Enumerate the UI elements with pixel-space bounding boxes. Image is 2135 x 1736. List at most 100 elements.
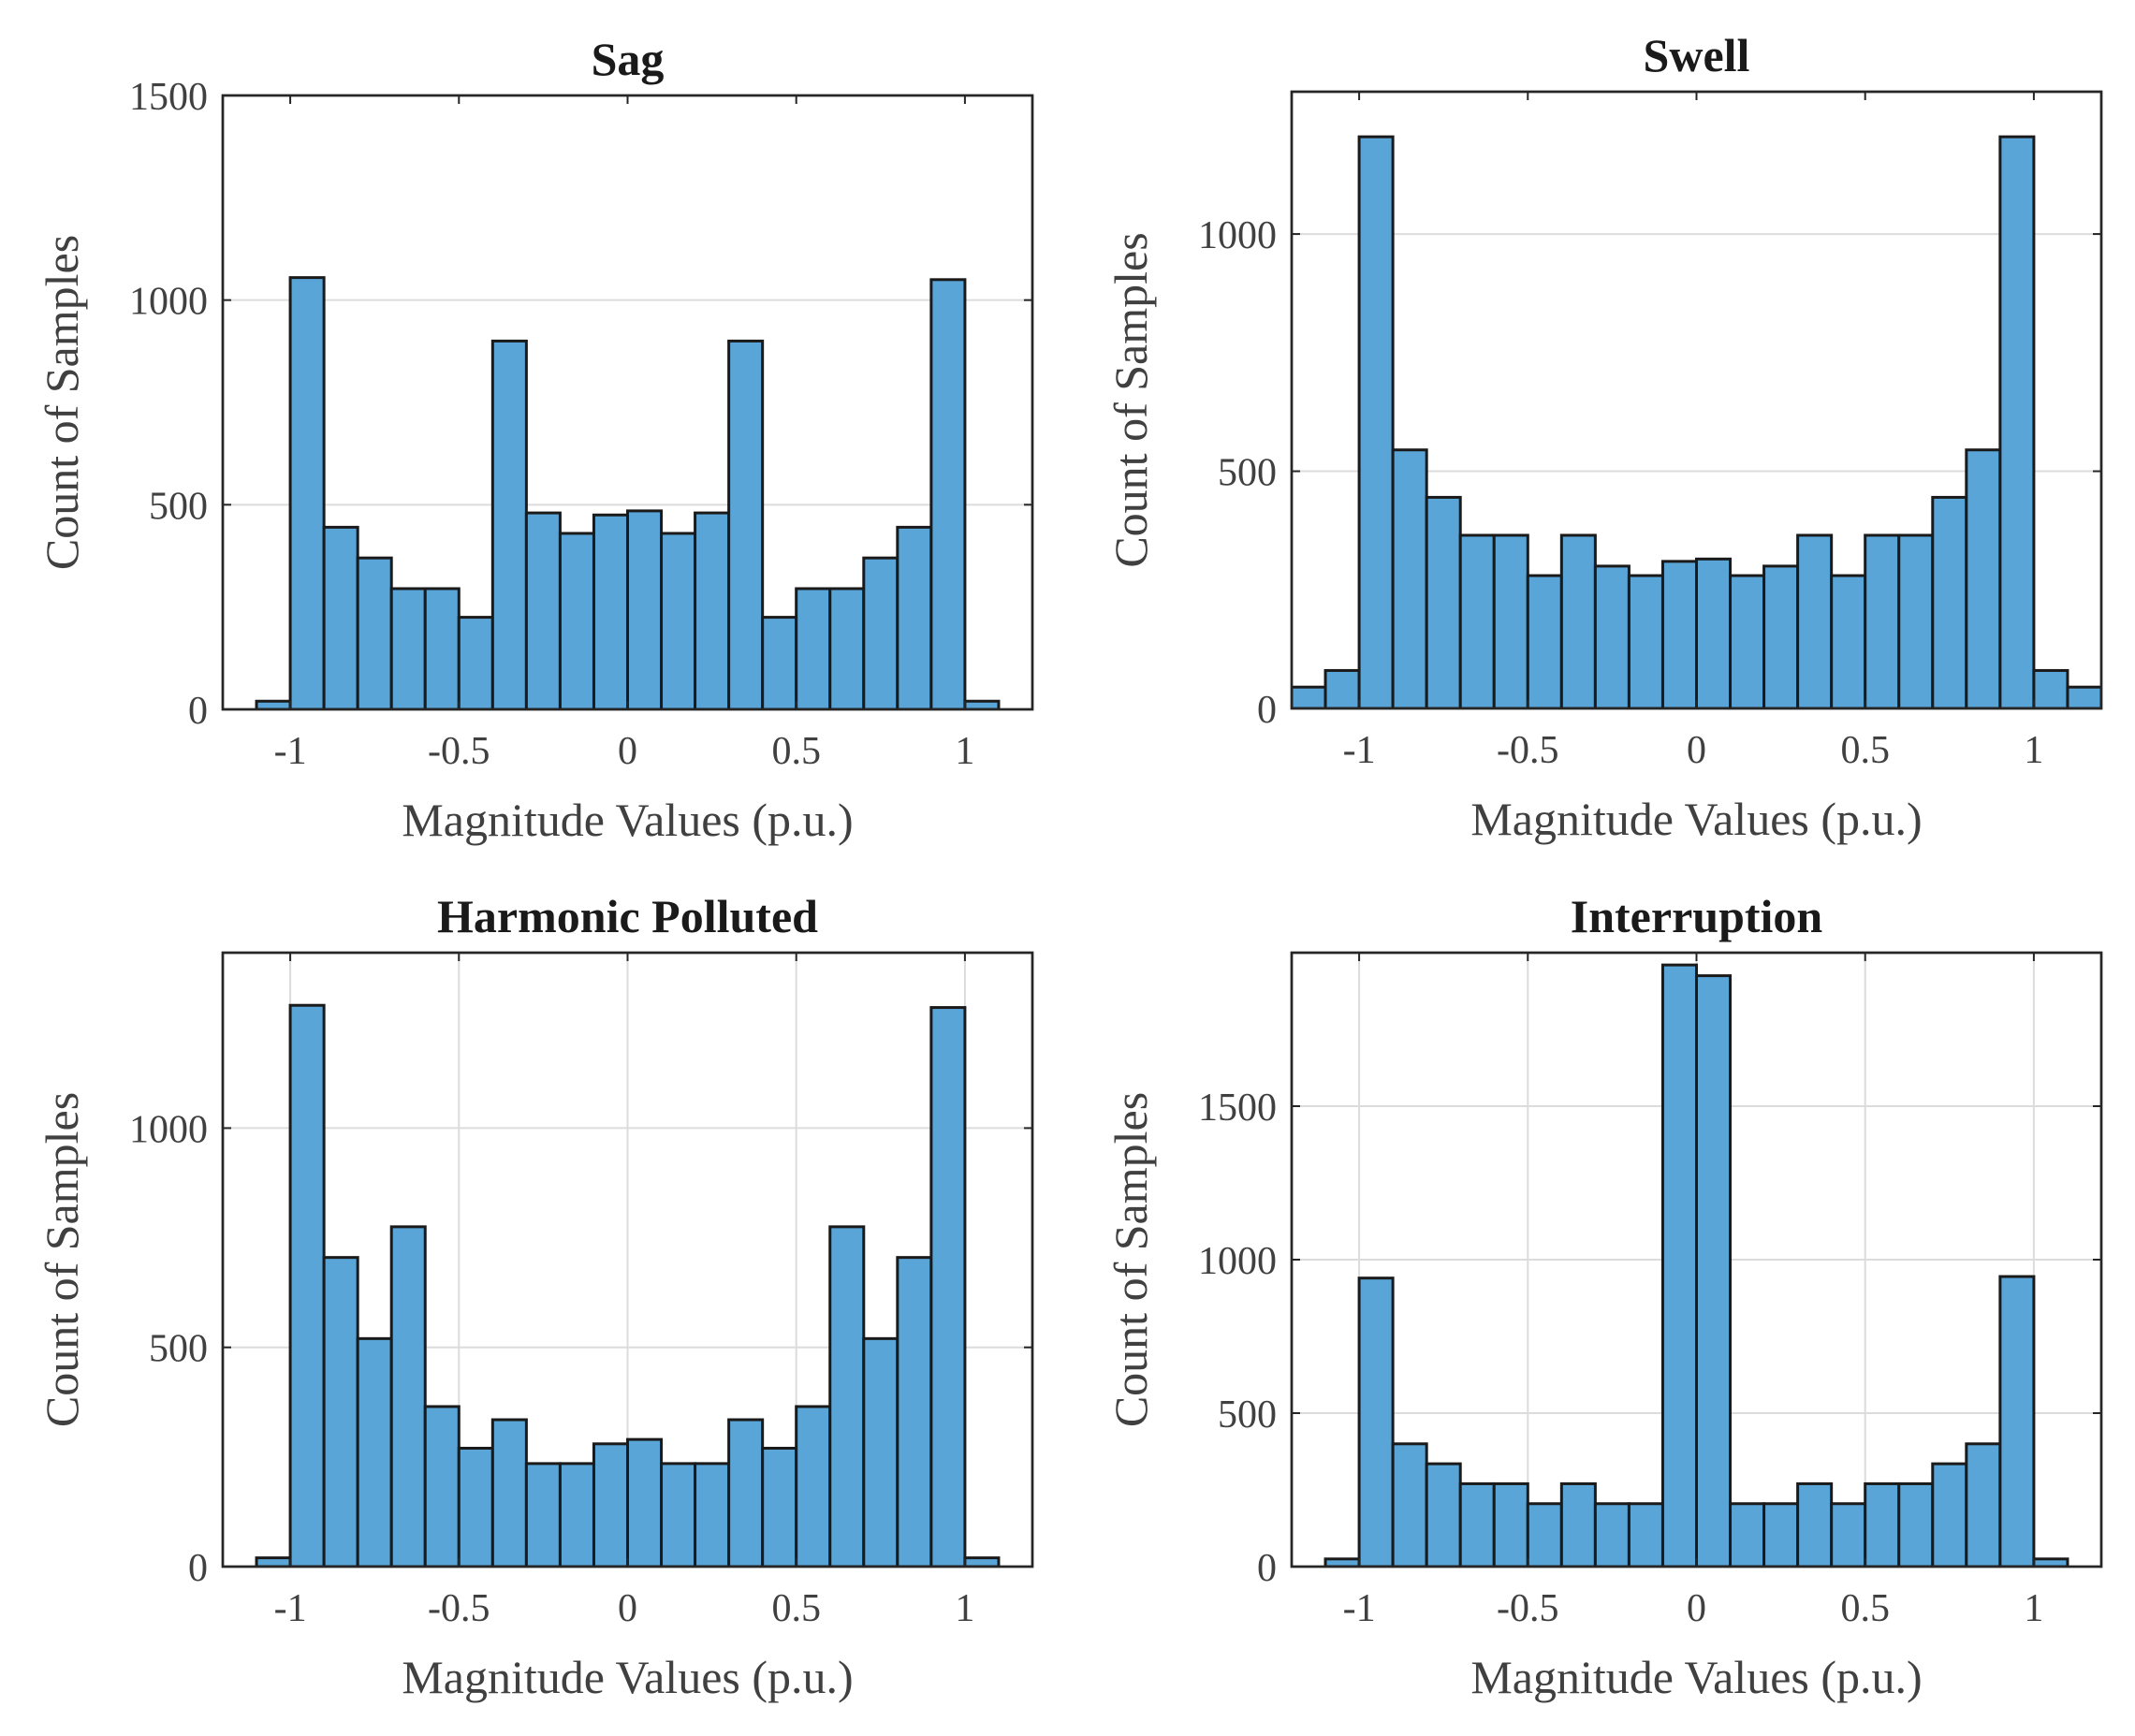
- histogram-bar: [1559, 533, 1597, 708]
- histogram-bar: [795, 587, 832, 709]
- histogram-bar: [1323, 668, 1361, 708]
- histogram-bar: [626, 1437, 664, 1567]
- y-tick-label: 500: [1218, 1393, 1277, 1437]
- histogram-bar: [795, 1405, 832, 1567]
- histogram-bar: [1897, 533, 1935, 708]
- histogram-bar: [288, 276, 326, 709]
- histogram-bar: [1660, 963, 1699, 1567]
- histogram-bar: [1897, 1481, 1935, 1567]
- panel-sag: -1 -0.5 0 0.5 1 0 500 1000 1500 Sag Magnitude Va…: [36, 33, 1034, 846]
- x-axis-label: Magnitude Values (p.u.): [402, 1651, 853, 1703]
- histogram-bar: [1391, 1442, 1428, 1567]
- histogram-bar: [1729, 574, 1766, 708]
- x-tick-label: -1: [274, 730, 307, 773]
- x-tick-label: 1: [955, 730, 974, 773]
- histogram-bar: [423, 587, 461, 709]
- histogram-bar: [1830, 1502, 1867, 1567]
- panel-title: Harmonic Polluted: [437, 890, 818, 942]
- histogram-bar: [2066, 685, 2101, 708]
- histogram-bar: [828, 587, 866, 709]
- histogram-bar: [322, 1256, 359, 1567]
- y-tick-label: 1000: [1198, 1240, 1277, 1283]
- histogram-bar: [660, 532, 697, 709]
- y-tick-label: 0: [188, 1547, 208, 1590]
- histogram-bar: [929, 278, 967, 709]
- plot-area: -1 -0.5 0 0.5 1 0 500 1000: [129, 951, 1034, 1630]
- histogram-bar: [1762, 1502, 1800, 1567]
- histogram-bar: [727, 1418, 765, 1567]
- x-tick-label: -0.5: [428, 1587, 490, 1630]
- y-tick-label: 1500: [129, 76, 208, 119]
- histogram-bar: [389, 1225, 427, 1567]
- histogram-bar: [1458, 533, 1496, 708]
- x-tick-label: -1: [1343, 729, 1376, 772]
- histogram-bar: [1593, 1502, 1630, 1567]
- histogram-bar: [1492, 1481, 1529, 1567]
- histogram-bar: [1627, 574, 1664, 708]
- histogram-bar: [963, 1556, 1001, 1567]
- histogram-bar: [1998, 1275, 2036, 1567]
- histogram-bar: [1627, 1502, 1664, 1567]
- histogram-bar: [761, 616, 798, 709]
- histogram-bar: [694, 511, 731, 709]
- y-tick-label: 1500: [1198, 1087, 1277, 1130]
- histogram-bar: [1729, 1502, 1766, 1567]
- y-tick-label: 0: [188, 690, 208, 733]
- x-axis-label: Magnitude Values (p.u.): [1470, 1651, 1922, 1703]
- y-axis-label: Count of Samples: [36, 235, 88, 570]
- histogram-bar: [1559, 1481, 1597, 1567]
- x-axis-label: Magnitude Values (p.u.): [1470, 793, 1922, 845]
- histogram-bar: [1762, 564, 1800, 708]
- histogram-bar: [255, 699, 292, 709]
- bars: [255, 276, 1001, 709]
- x-tick-label: -1: [1343, 1587, 1376, 1630]
- histogram-bar: [490, 339, 528, 709]
- x-tick-label: 1: [2024, 1587, 2043, 1630]
- histogram-bar: [1593, 564, 1630, 708]
- x-tick-label: 0: [1687, 729, 1706, 772]
- y-tick-label: 1000: [129, 1108, 208, 1151]
- histogram-bar: [963, 699, 1001, 709]
- x-tick-label: -0.5: [1497, 1587, 1559, 1630]
- histogram-bar: [524, 511, 562, 709]
- panel-harmonic-polluted: -1 -0.5 0 0.5 1 0 500 1000 Harmonic Polluted Ma…: [36, 890, 1034, 1703]
- histogram-bar: [694, 1462, 731, 1567]
- histogram-bar: [1864, 533, 1901, 708]
- panel-interruption: -1 -0.5 0 0.5 1 0 500 1000 1500 Interruption Mag…: [1104, 890, 2103, 1703]
- histogram-bar: [524, 1462, 562, 1567]
- x-tick-label: 0.5: [771, 730, 821, 773]
- ticks: -1 -0.5 0 0.5 1 0 500 1000: [129, 953, 1032, 1630]
- ticks: -1 -0.5 0 0.5 1 0 500 1000: [1198, 92, 2101, 772]
- histogram-bar: [1695, 557, 1733, 708]
- histogram-bar: [1357, 135, 1395, 708]
- ticks: -1 -0.5 0 0.5 1 0 500 1000 1500: [1198, 953, 2101, 1630]
- histogram-bar: [356, 556, 393, 709]
- histogram-bar: [1796, 1481, 1834, 1567]
- panel-title: Sag: [592, 33, 665, 85]
- x-tick-label: -1: [274, 1587, 307, 1630]
- histogram-bar: [1796, 533, 1834, 708]
- panel-swell: -1 -0.5 0 0.5 1 0 500 1000 Swell Magnitude Valu…: [1104, 29, 2103, 845]
- plot-area: -1 -0.5 0 0.5 1 0 500 1000: [1198, 90, 2103, 772]
- histogram-bar: [1292, 685, 1327, 708]
- x-tick-label: 0: [618, 1587, 637, 1630]
- y-axis-label: Count of Samples: [1104, 1092, 1157, 1427]
- histogram-bar: [660, 1462, 697, 1567]
- bars: [1292, 135, 2101, 708]
- histogram-bar: [322, 525, 359, 709]
- histogram-bar: [389, 587, 427, 709]
- histogram-bar: [1425, 495, 1462, 708]
- plot-area: -1 -0.5 0 0.5 1 0 500 1000 1500: [1198, 951, 2103, 1630]
- histogram-bar: [490, 1418, 528, 1567]
- histogram-bar: [255, 1556, 292, 1567]
- histogram-bar: [423, 1405, 461, 1567]
- histogram-bar: [1998, 135, 2036, 708]
- y-axis-label: Count of Samples: [36, 1092, 88, 1427]
- histogram-bar: [558, 532, 595, 709]
- histogram-bar: [1830, 574, 1867, 708]
- histogram-bar: [1965, 448, 2002, 708]
- histogram-bar: [457, 616, 494, 709]
- histogram-bar: [1425, 1462, 1462, 1567]
- histogram-bar: [727, 339, 765, 709]
